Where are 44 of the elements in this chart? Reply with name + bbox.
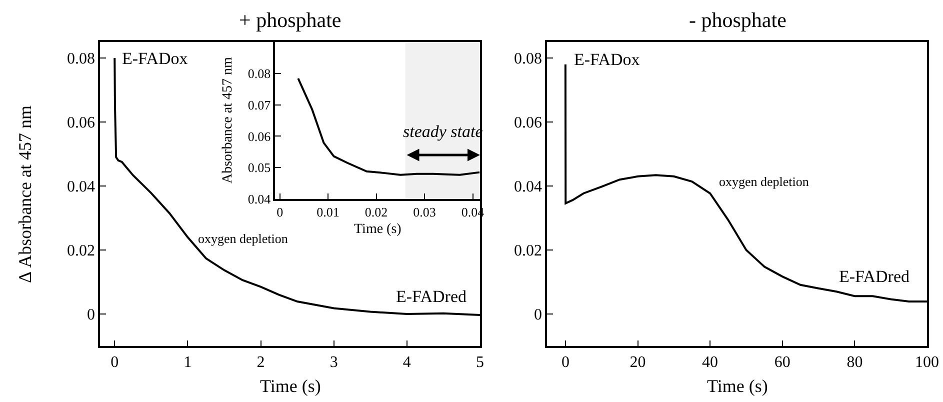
y-tick-label: 0.05 [248, 160, 271, 176]
x-axis-title: Time (s) [707, 376, 768, 396]
x-tick-label: 1 [184, 354, 192, 371]
y-tick-label: 0.08 [67, 50, 96, 68]
y-tick-label: 0.08 [514, 50, 542, 68]
y-axis-title: Absorbance at 457 nm [220, 57, 236, 184]
x-tick-label: 3 [330, 354, 338, 371]
x-tick-label: 0 [561, 354, 570, 371]
x-tick-label: 100 [915, 354, 939, 371]
x-tick-label: 40 [702, 354, 718, 371]
y-tick-label: 0 [87, 306, 96, 324]
x-axis-title: Time (s) [354, 222, 402, 237]
x-tick-label: 0 [276, 204, 284, 220]
y-tick-label: 0.02 [514, 242, 542, 260]
y-tick-label: 0.08 [248, 66, 271, 81]
x-tick-label: 80 [846, 354, 863, 371]
x-tick-label: 0.03 [413, 204, 436, 220]
x-tick-label: 5 [476, 354, 484, 371]
x-tick-label: 20 [630, 354, 646, 371]
x-axis-title: Time (s) [260, 376, 321, 396]
x-tick-label: 2 [256, 354, 265, 371]
x-tick-label: 4 [402, 354, 411, 371]
annotation: E-FADox [122, 49, 188, 68]
annotation: E-FADox [574, 50, 640, 69]
annotation: E-FADred [839, 267, 910, 286]
x-tick-label: 0.01 [316, 204, 340, 220]
annotation: oxygen depletion [198, 231, 288, 246]
y-tick-label: 0.02 [67, 242, 96, 260]
y-axis-title: Δ Absorbance at 457 nm [15, 105, 35, 283]
y-tick-label: 0.04 [248, 192, 272, 207]
y-tick-label: 0.07 [248, 97, 272, 112]
annotation: oxygen depletion [719, 174, 810, 189]
y-tick-label: 0 [534, 306, 542, 324]
y-tick-label: 0.04 [67, 178, 96, 196]
x-tick-label: 0 [110, 354, 119, 371]
annotation: E-FADred [396, 287, 467, 306]
y-tick-label: 0.06 [514, 114, 542, 132]
chart-title: + phosphate [239, 8, 342, 32]
x-tick-label: 60 [774, 354, 790, 371]
y-tick-label: 0.04 [514, 178, 542, 196]
x-tick-label: 0.02 [364, 204, 388, 220]
y-tick-label: 0.06 [248, 128, 272, 144]
chart-title: - phosphate [689, 8, 786, 32]
y-tick-label: 0.06 [67, 114, 96, 132]
